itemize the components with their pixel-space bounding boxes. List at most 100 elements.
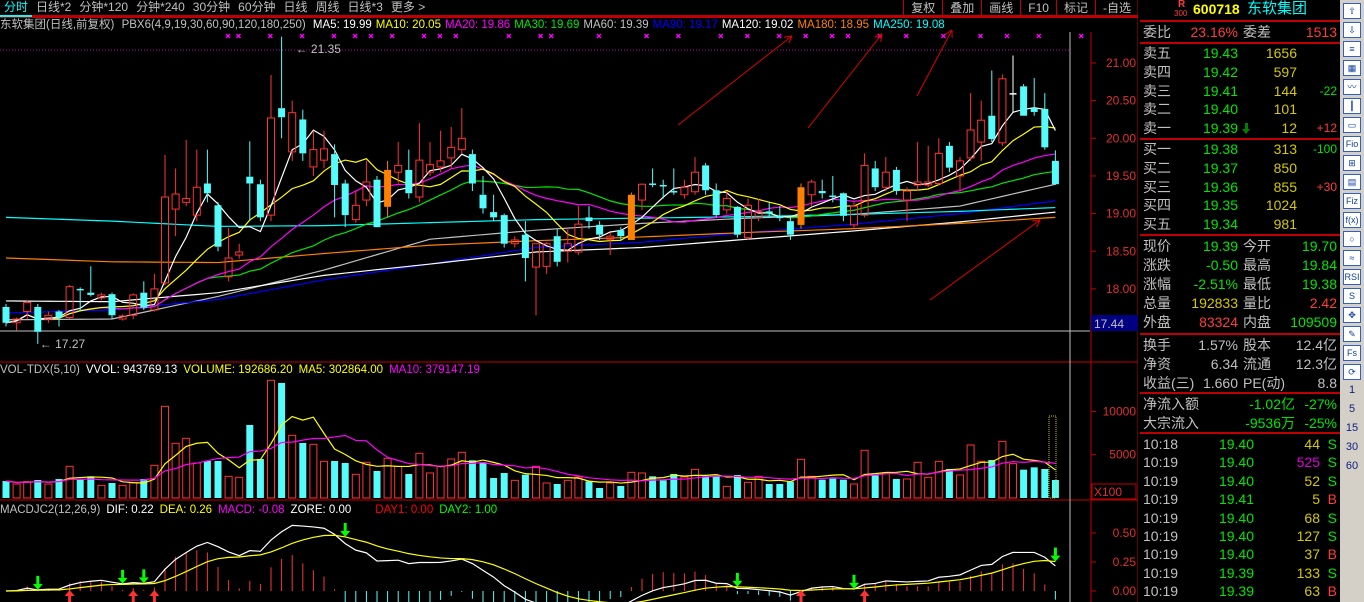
candle[interactable] [913, 142, 922, 192]
candle[interactable] [818, 179, 826, 199]
up-arrow-icon[interactable]: ⇧ [1343, 3, 1361, 19]
candle[interactable] [129, 293, 138, 320]
candle[interactable] [65, 285, 74, 320]
trade-row[interactable]: 10:18 19.40 44 S [1140, 435, 1340, 453]
candle[interactable] [457, 108, 466, 154]
candle[interactable] [596, 221, 604, 240]
candle[interactable] [924, 145, 933, 188]
candle[interactable] [934, 138, 943, 185]
candle[interactable] [945, 142, 953, 173]
kline-chart[interactable]: 21.00 20.50 20.00 19.50 19.00 18.50 18.00 17.44… [0, 0, 1138, 602]
candle[interactable] [362, 160, 371, 207]
period-button-30[interactable]: 30 [1345, 441, 1359, 453]
candle[interactable] [182, 139, 191, 207]
candle[interactable] [373, 175, 381, 228]
s-icon[interactable]: S [1343, 288, 1361, 304]
candle[interactable] [192, 149, 201, 222]
candle[interactable] [797, 183, 805, 229]
candle[interactable] [214, 202, 222, 252]
tab-3[interactable]: 分钟*240 [136, 0, 185, 14]
candle[interactable] [436, 130, 445, 173]
candle[interactable] [733, 206, 741, 238]
circle-icon[interactable]: ○ [1343, 231, 1361, 247]
candle[interactable] [479, 175, 487, 214]
candle[interactable] [754, 198, 763, 222]
trade-row[interactable]: 10:19 19.40 37 B [1140, 545, 1340, 563]
move-icon[interactable]: ✥ [1343, 307, 1361, 323]
trade-row[interactable]: 10:19 19.39 63 B [1140, 582, 1340, 600]
tab-4[interactable]: 30分钟 [192, 0, 231, 14]
candle[interactable] [246, 141, 254, 222]
candle[interactable] [786, 217, 794, 240]
candle[interactable] [405, 149, 413, 199]
tool-button-4[interactable]: 标记 [1055, 0, 1095, 18]
candle[interactable] [638, 183, 646, 210]
candle[interactable] [807, 179, 816, 207]
grid-icon[interactable]: ▦ [1343, 60, 1361, 76]
candle[interactable] [490, 194, 498, 222]
candle[interactable] [468, 149, 476, 192]
candle[interactable] [320, 130, 328, 169]
candle[interactable] [722, 191, 731, 214]
candle[interactable] [702, 163, 710, 195]
candle[interactable] [871, 160, 879, 192]
candle[interactable] [776, 206, 784, 222]
trade-row[interactable]: 10:19 19.40 68 S [1140, 509, 1340, 527]
pencil-icon[interactable]: ✎ [1343, 326, 1361, 342]
candle[interactable] [150, 273, 159, 312]
candle[interactable] [606, 232, 615, 256]
candle[interactable] [203, 149, 211, 203]
line-chart-icon[interactable]: 〰 [1343, 79, 1361, 95]
tab-2[interactable]: 分钟*120 [79, 0, 129, 14]
refresh-icon[interactable]: ⟳ [1343, 364, 1361, 380]
candle[interactable] [532, 243, 540, 316]
candle[interactable] [415, 123, 424, 203]
trade-row[interactable]: 10:19 19.40 52 S [1140, 472, 1340, 490]
rsi-icon[interactable]: RSI [1343, 269, 1361, 285]
windows-icon[interactable]: ▭ [1343, 117, 1361, 133]
candle[interactable] [140, 281, 148, 310]
candle[interactable] [627, 192, 635, 240]
tab-9[interactable]: 更多 > [390, 0, 426, 14]
candle[interactable] [267, 75, 275, 222]
candle[interactable] [299, 109, 307, 161]
tool-button-0[interactable]: 复权 [903, 0, 942, 18]
candle[interactable] [12, 317, 21, 331]
candle[interactable] [278, 36, 286, 139]
tab-6[interactable]: 日线 [283, 0, 308, 14]
period-button-15[interactable]: 15 [1345, 422, 1359, 434]
candle[interactable] [903, 187, 911, 222]
candle[interactable] [447, 127, 456, 169]
candle[interactable] [649, 168, 657, 188]
tool-button-5[interactable]: -自选 [1095, 0, 1138, 18]
candle[interactable] [829, 175, 837, 203]
candle[interactable] [956, 157, 964, 192]
candle[interactable] [563, 227, 572, 263]
candle[interactable] [988, 70, 996, 143]
candle[interactable] [235, 243, 244, 259]
wave-icon[interactable]: ≈ [1343, 250, 1361, 266]
candle[interactable] [1030, 78, 1038, 116]
candle[interactable] [394, 142, 403, 184]
candle[interactable] [966, 93, 975, 161]
candle[interactable] [1041, 93, 1049, 150]
trade-row[interactable]: 10:19 19.40 127 S [1140, 527, 1340, 545]
tool-button-3[interactable]: F10 [1020, 0, 1056, 18]
tree-icon[interactable]: ⊞ [1343, 155, 1361, 171]
period-button-60[interactable]: 60 [1345, 460, 1359, 472]
candle[interactable] [34, 303, 42, 344]
candle[interactable] [500, 213, 508, 248]
candle[interactable] [256, 179, 264, 222]
candle[interactable] [712, 183, 720, 218]
candle[interactable] [97, 292, 106, 301]
tab-5[interactable]: 60分钟 [238, 0, 276, 14]
trade-row[interactable]: 10:19 19.40 525 S [1140, 453, 1340, 471]
candle[interactable] [585, 206, 593, 229]
candle[interactable] [553, 228, 561, 267]
candle[interactable] [44, 311, 53, 323]
f10-icon[interactable]: Fio [1343, 136, 1361, 152]
candle[interactable] [670, 168, 678, 195]
candle[interactable] [55, 309, 63, 327]
candle[interactable] [1020, 84, 1028, 116]
candle[interactable] [108, 292, 116, 320]
